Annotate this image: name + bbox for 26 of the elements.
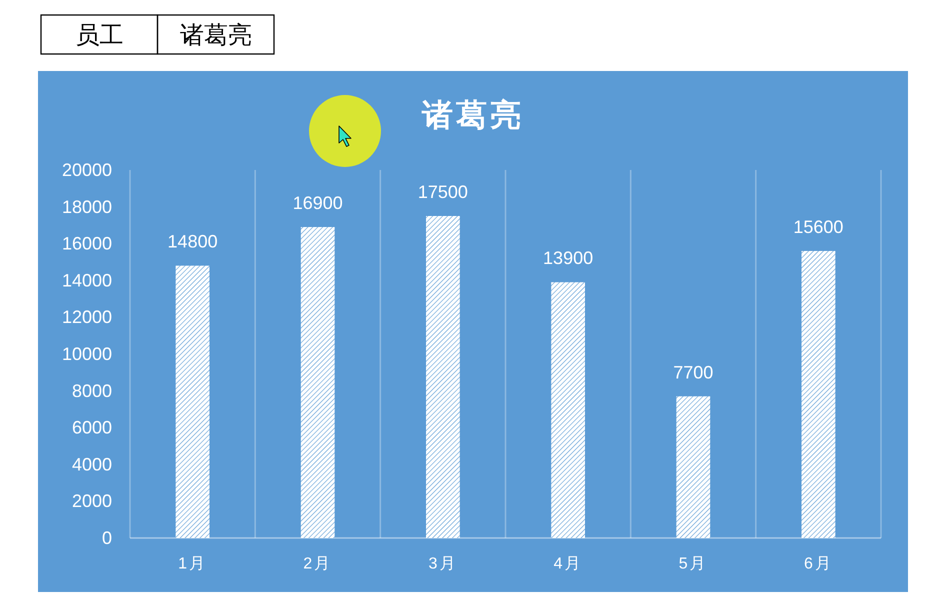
y-tick-label: 4000 bbox=[72, 454, 112, 474]
y-tick-label: 16000 bbox=[62, 234, 112, 254]
chart-title: 诸葛亮 bbox=[421, 98, 524, 132]
data-label: 16900 bbox=[292, 193, 343, 214]
text: 诸葛亮 bbox=[180, 22, 252, 49]
x-tick-label: 4月 bbox=[554, 556, 583, 572]
y-tick-label: 0 bbox=[102, 528, 112, 548]
y-tick-label: 12000 bbox=[62, 307, 112, 328]
x-tick-label: 2月 bbox=[303, 556, 332, 572]
y-tick-label: 6000 bbox=[72, 418, 112, 438]
y-tick-label: 8000 bbox=[72, 380, 112, 401]
x-tick-label: 6月 bbox=[804, 556, 833, 572]
y-tick-label: 14000 bbox=[62, 270, 112, 290]
y-tick-label: 18000 bbox=[62, 196, 112, 217]
y-tick-label: 10000 bbox=[62, 344, 112, 364]
data-label: 13900 bbox=[543, 248, 594, 268]
text: 员工 bbox=[75, 22, 124, 49]
x-tick-label: 1月 bbox=[178, 556, 208, 572]
x-tick-label: 3月 bbox=[428, 556, 458, 572]
data-label: 14800 bbox=[168, 232, 218, 252]
y-tick-label: 20000 bbox=[62, 160, 112, 180]
data-label: 15600 bbox=[793, 216, 844, 237]
data-label: 7700 bbox=[673, 362, 714, 382]
y-tick-label: 2000 bbox=[72, 491, 112, 512]
data-label: 17500 bbox=[418, 182, 468, 202]
x-tick-label: 5月 bbox=[678, 556, 708, 572]
